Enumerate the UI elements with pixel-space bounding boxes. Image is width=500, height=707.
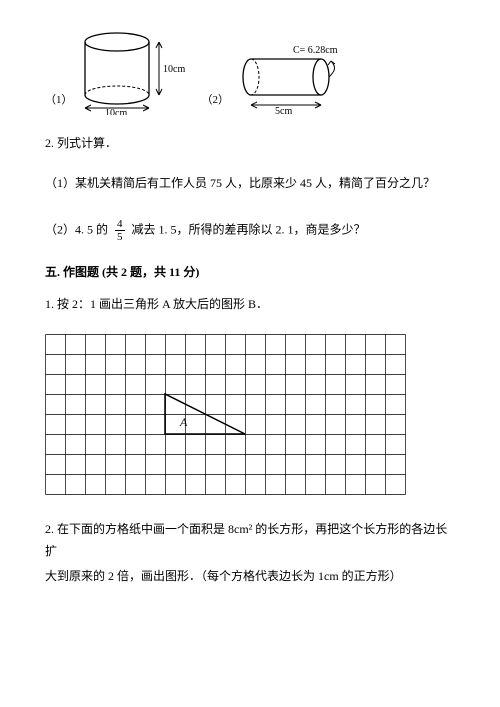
figures-row: （1） 10cm 10cm （2） C= 6.28cm — [45, 30, 455, 115]
section5-q2-line2: 大到原来的 2 倍，画出图形．（每个方格代表边长为 1cm 的正方形） — [45, 566, 455, 588]
cylinder-1-svg: 10cm 10cm — [77, 30, 187, 115]
figure-2-label: （2） — [202, 91, 230, 107]
figure-1-wrapper: （1） 10cm 10cm — [45, 30, 187, 115]
fraction-denominator: 5 — [115, 231, 125, 243]
figure-2-wrapper: （2） C= 6.28cm 5cm — [202, 43, 364, 115]
section5-q1: 1. 按 2：1 画出三角形 A 放大后的图形 B． — [45, 294, 455, 316]
problem-2-sub1: （1）某机关精简后有工作人员 75 人，比原来少 45 人，精简了百分之几？ — [45, 173, 455, 195]
fig1-height-label: 10cm — [163, 64, 185, 75]
fraction-numerator: 4 — [115, 218, 125, 231]
section5-q2-line1: 2. 在下面的方格纸中画一个面积是 8cm² 的长方形，再把这个长方形的各边长扩 — [45, 519, 455, 562]
problem-2-title: 2. 列式计算． — [45, 133, 455, 155]
fig2-circ-label: C= 6.28cm — [293, 45, 338, 56]
p2-sub2-before: （2）4. 5 的 — [45, 223, 108, 237]
problem-2-sub2: （2）4. 5 的 4 5 减去 1. 5，所得的差再除以 2. 1，商是多少？ — [45, 218, 455, 243]
fig2-length-label: 5cm — [275, 106, 292, 115]
grid-container: A — [45, 334, 455, 495]
svg-text:A: A — [179, 415, 188, 429]
fraction: 4 5 — [115, 218, 125, 243]
p2-sub2-after: 减去 1. 5，所得的差再除以 2. 1，商是多少？ — [132, 223, 366, 237]
grid-svg: A — [45, 334, 406, 495]
section-5-header: 五. 作图题 (共 2 题，共 11 分) — [45, 263, 455, 280]
figure-1-label: （1） — [45, 91, 73, 107]
cylinder-2-svg: C= 6.28cm 5cm — [233, 43, 363, 115]
fig1-width-label: 10cm — [105, 108, 127, 115]
